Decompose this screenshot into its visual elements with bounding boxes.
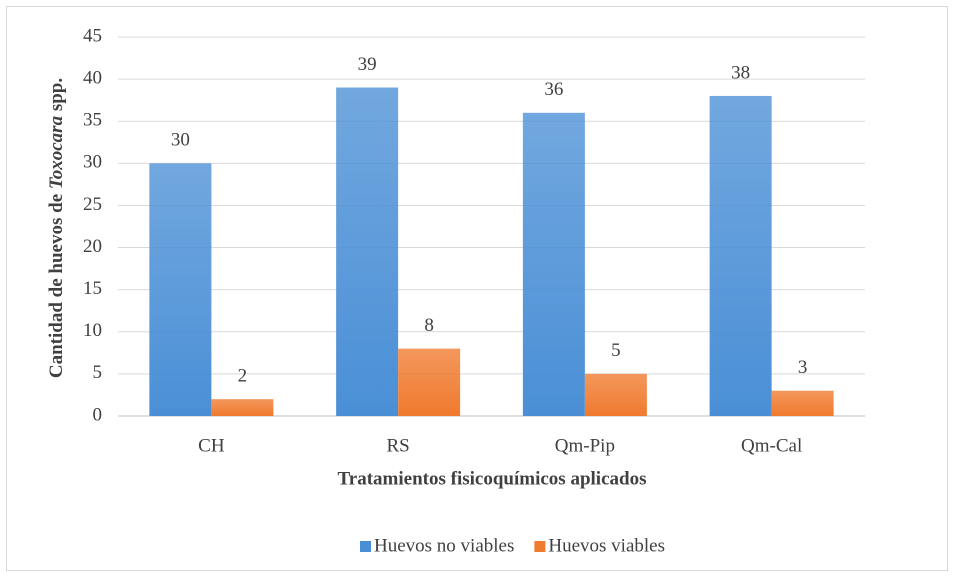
data-label: 8 [424, 315, 434, 336]
data-label: 2 [238, 366, 248, 387]
x-axis-title: Tratamientos fisicoquímicos aplicados [338, 468, 647, 489]
y-tick-label: 25 [83, 194, 102, 215]
bar [398, 348, 461, 416]
bar [522, 112, 585, 417]
legend-label: Huevos no viables [374, 535, 514, 556]
bar [149, 163, 212, 416]
data-label: 5 [611, 340, 621, 361]
data-label: 30 [171, 130, 190, 151]
legend-swatch [534, 541, 546, 552]
data-label: 38 [731, 62, 750, 83]
x-tick-label: Qm-Cal [741, 435, 802, 456]
data-label: 3 [798, 357, 808, 378]
y-tick-label: 35 [83, 110, 102, 131]
y-axis-title-part: Toxocara [46, 115, 67, 189]
legend-swatch [360, 541, 371, 552]
y-tick-label: 45 [83, 25, 102, 46]
x-tick-label: Qm-Pip [555, 435, 615, 456]
x-tick-label: RS [387, 435, 410, 456]
y-axis-title-part: Cantidad de huevos de [46, 189, 67, 378]
bar [709, 95, 772, 416]
bar [336, 87, 399, 417]
bar [211, 399, 274, 416]
y-tick-label: 20 [83, 236, 102, 257]
y-tick-label: 5 [93, 362, 103, 383]
y-tick-label: 15 [83, 278, 102, 299]
y-tick-label: 40 [83, 67, 102, 88]
y-tick-label: 30 [83, 152, 102, 173]
y-tick-label: 10 [83, 320, 102, 341]
legend-label: Huevos viables [548, 535, 665, 556]
bar [771, 390, 834, 416]
data-label: 36 [544, 79, 563, 100]
y-tick-label: 0 [93, 404, 103, 425]
x-tick-label: CH [198, 435, 225, 456]
y-axis-title-part: spp. [46, 78, 67, 116]
bar [584, 373, 647, 416]
y-axis-title: Cantidad de huevos de Toxocara spp. [46, 78, 67, 378]
data-label: 39 [358, 54, 377, 75]
